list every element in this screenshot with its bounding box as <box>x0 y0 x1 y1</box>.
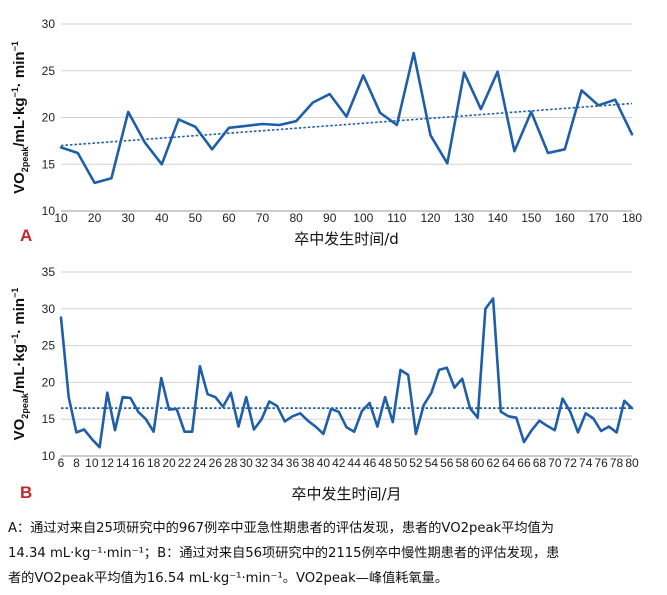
x-tick-label: 20 <box>88 211 102 225</box>
x-tick-label: 42 <box>332 456 346 470</box>
series-line <box>59 51 634 185</box>
trend-line <box>60 102 633 147</box>
x-tick-label: 140 <box>488 211 508 225</box>
x-tick-label: 20 <box>162 456 176 470</box>
x-tick-label: 150 <box>521 211 541 225</box>
x-tick-label: 74 <box>579 456 593 470</box>
x-tick-label: 60 <box>471 456 485 470</box>
x-tick-label: 100 <box>353 211 373 225</box>
x-tick-label: 58 <box>456 456 470 470</box>
x-tick-label: 56 <box>440 456 454 470</box>
y-tick-label: 35 <box>42 265 56 279</box>
x-tick-label: 130 <box>454 211 474 225</box>
chart-canvas: 10 15 20 25 30 10 20 30 40 50 60 70 80 90 100 110 120 130… <box>10 17 642 503</box>
y-tick-label: 10 <box>42 449 56 463</box>
x-tick-label: 62 <box>486 456 500 470</box>
x-tick-label: 34 <box>270 456 284 470</box>
x-tick-label: 44 <box>348 456 362 470</box>
x-tick-label: 14 <box>116 456 130 470</box>
x-tick-label: 48 <box>378 456 392 470</box>
x-tick-label: 10 <box>85 456 99 470</box>
x-tick-label: 78 <box>610 456 624 470</box>
y-axis-label: VO2peak/mL·kg−1· min−1 <box>10 41 30 194</box>
x-tick-label: 30 <box>240 456 254 470</box>
x-tick-label: 24 <box>193 456 207 470</box>
x-axis-label: 卒中发生时间/月 <box>291 485 401 503</box>
x-tick-label: 36 <box>286 456 300 470</box>
x-tick-label: 68 <box>533 456 547 470</box>
x-tick-label: 66 <box>517 456 531 470</box>
x-tick-label: 64 <box>502 456 516 470</box>
caption-line-1: A：通过对来自25项研究中的967例卒中亚急性期患者的评估发现，患者的VO2pe… <box>8 521 554 536</box>
x-tick-label: 16 <box>131 456 145 470</box>
x-tick-label: 8 <box>73 456 80 470</box>
x-tick-label: 26 <box>209 456 223 470</box>
x-tick-label: 70 <box>548 456 562 470</box>
x-tick-label: 22 <box>178 456 192 470</box>
x-tick-label: 30 <box>121 211 135 225</box>
x-tick-label: 60 <box>222 211 236 225</box>
x-tick-label: 160 <box>555 211 575 225</box>
x-tick-label: 180 <box>622 211 642 225</box>
caption-line-3: 者的VO2peak平均值为16.54 mL·kg⁻¹·min⁻¹。VO2peak… <box>8 571 449 586</box>
x-tick-label: 110 <box>387 211 406 225</box>
series-line <box>59 297 634 449</box>
x-tick-label: 80 <box>625 456 639 470</box>
x-tick-label: 52 <box>409 456 423 470</box>
x-tick-label: 76 <box>594 456 608 470</box>
y-tick-label: 20 <box>42 111 56 125</box>
x-tick-label: 10 <box>54 211 68 225</box>
x-tick-label: 170 <box>588 211 608 225</box>
y-tick-label: 25 <box>42 339 56 353</box>
y-axis-label: VO2peak/mL·kg−1· min−1 <box>10 288 30 441</box>
caption-line-2: 14.34 mL·kg⁻¹·min⁻¹；B：通过对来自56项研究中的2115例卒… <box>8 546 560 561</box>
y-tick-label: 20 <box>42 375 56 389</box>
panel-label: A <box>20 226 32 245</box>
x-tick-label: 40 <box>317 456 331 470</box>
x-tick-label: 50 <box>189 211 203 225</box>
x-tick-label: 54 <box>425 456 439 470</box>
y-tick-label: 10 <box>42 204 56 218</box>
y-tick-label: 15 <box>42 412 56 426</box>
x-tick-label: 28 <box>224 456 238 470</box>
figure-caption: A：通过对来自25项研究中的967例卒中亚急性期患者的评估发现，患者的VO2pe… <box>8 516 660 591</box>
x-tick-label: 120 <box>420 211 440 225</box>
panel-label: B <box>20 483 32 502</box>
x-tick-label: 50 <box>394 456 408 470</box>
x-tick-label: 18 <box>147 456 161 470</box>
y-tick-label: 25 <box>42 64 56 78</box>
y-tick-label: 30 <box>42 17 56 31</box>
x-tick-label: 90 <box>323 211 337 225</box>
x-axis-label: 卒中发生时间/d <box>294 230 399 248</box>
x-tick-label: 32 <box>255 456 269 470</box>
y-tick-label: 30 <box>42 302 56 316</box>
x-tick-label: 70 <box>256 211 270 225</box>
y-tick-label: 15 <box>42 157 56 171</box>
x-tick-label: 40 <box>155 211 169 225</box>
x-tick-label: 6 <box>58 456 65 470</box>
x-tick-label: 38 <box>301 456 315 470</box>
x-tick-label: 46 <box>363 456 377 470</box>
x-tick-label: 72 <box>564 456 578 470</box>
x-tick-label: 12 <box>101 456 115 470</box>
chart-panel-a: 10 15 20 25 30 10 20 30 40 50 60 70 80 90 100 110 120 130… <box>10 17 642 248</box>
x-tick-label: 80 <box>289 211 303 225</box>
